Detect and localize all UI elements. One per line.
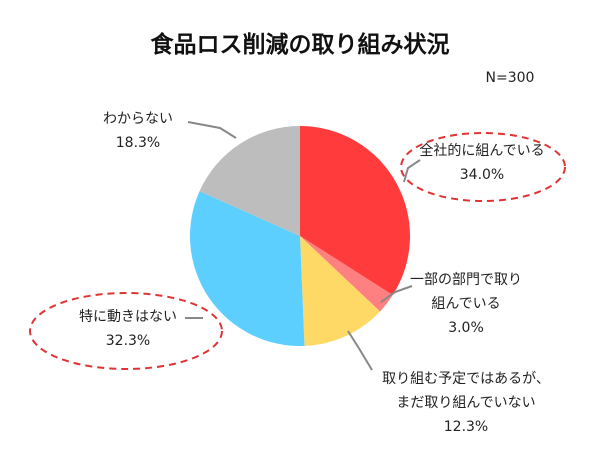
slice-value-4: 32.3%	[106, 333, 150, 349]
slice-label-3: まだ取り組んでいない	[396, 395, 535, 411]
pie-slices	[189, 125, 411, 347]
slice-value-2: 3.0%	[448, 320, 484, 336]
slice-label-2: 一部の部門で取り	[410, 272, 522, 288]
leader-lines	[185, 121, 421, 371]
chart-title: 食品ロス削減の取り組み状況	[151, 31, 450, 58]
slice-label-2: 組んでいる	[431, 296, 500, 312]
slice-label-5: わからない	[103, 111, 173, 127]
slice-label-1: 全社的に組んでいる	[419, 142, 544, 159]
pie-slice-2	[300, 236, 393, 312]
pie-slice-5	[199, 125, 300, 236]
slice-value-3: 12.3%	[444, 419, 488, 435]
pie-slice-1	[300, 126, 411, 296]
leader-line-3	[347, 330, 373, 371]
sample-size-note: N=300	[486, 70, 535, 86]
pie-slice-4	[189, 191, 305, 347]
slice-value-5: 18.3%	[116, 135, 160, 151]
highlight-ellipse-1	[400, 132, 566, 202]
slice-value-1: 34.0%	[460, 167, 504, 183]
pie-slice-3	[300, 236, 381, 346]
leader-line-5	[187, 121, 237, 139]
leader-line-1	[403, 159, 421, 183]
leader-line-2	[380, 285, 413, 303]
slice-label-3: 取り組む予定ではあるが、	[382, 371, 550, 387]
highlight-ellipses	[29, 132, 566, 370]
slice-label-4: 特に動きはない	[79, 309, 177, 325]
highlight-ellipse-4	[29, 292, 223, 370]
